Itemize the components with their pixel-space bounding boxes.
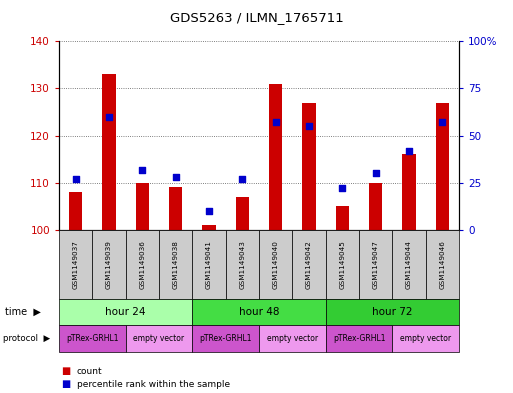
Point bbox=[138, 166, 146, 173]
Bar bbox=[302, 103, 315, 230]
Point bbox=[71, 176, 80, 182]
Bar bbox=[202, 225, 215, 230]
Bar bbox=[336, 206, 349, 230]
Text: pTRex-GRHL1: pTRex-GRHL1 bbox=[200, 334, 252, 343]
Text: GDS5263 / ILMN_1765711: GDS5263 / ILMN_1765711 bbox=[170, 11, 343, 24]
Text: ■: ■ bbox=[62, 379, 71, 389]
Text: time  ▶: time ▶ bbox=[5, 307, 41, 317]
Text: GSM1149046: GSM1149046 bbox=[440, 240, 445, 289]
Text: GSM1149042: GSM1149042 bbox=[306, 240, 312, 289]
Text: empty vector: empty vector bbox=[400, 334, 451, 343]
Bar bbox=[135, 183, 149, 230]
Point bbox=[105, 114, 113, 120]
Text: hour 72: hour 72 bbox=[372, 307, 412, 317]
Point bbox=[171, 174, 180, 180]
Bar bbox=[103, 74, 115, 230]
Bar bbox=[269, 84, 282, 230]
Point bbox=[338, 185, 346, 191]
Text: GSM1149043: GSM1149043 bbox=[240, 240, 245, 289]
Bar bbox=[436, 103, 449, 230]
Text: GSM1149047: GSM1149047 bbox=[373, 240, 379, 289]
Bar bbox=[69, 192, 82, 230]
Text: GSM1149040: GSM1149040 bbox=[273, 240, 279, 289]
Text: hour 24: hour 24 bbox=[106, 307, 146, 317]
Text: empty vector: empty vector bbox=[267, 334, 318, 343]
Point bbox=[305, 123, 313, 129]
Bar bbox=[169, 187, 182, 230]
Point bbox=[205, 208, 213, 214]
Text: GSM1149038: GSM1149038 bbox=[173, 240, 179, 289]
Text: GSM1149041: GSM1149041 bbox=[206, 240, 212, 289]
Text: GSM1149037: GSM1149037 bbox=[73, 240, 78, 289]
Bar bbox=[402, 154, 416, 230]
Point bbox=[405, 147, 413, 154]
Text: pTRex-GRHL1: pTRex-GRHL1 bbox=[333, 334, 385, 343]
Text: empty vector: empty vector bbox=[133, 334, 185, 343]
Text: count: count bbox=[77, 367, 103, 376]
Text: GSM1149039: GSM1149039 bbox=[106, 240, 112, 289]
Point bbox=[238, 176, 246, 182]
Text: protocol  ▶: protocol ▶ bbox=[3, 334, 50, 343]
Text: GSM1149045: GSM1149045 bbox=[340, 240, 345, 289]
Bar bbox=[235, 197, 249, 230]
Text: percentile rank within the sample: percentile rank within the sample bbox=[77, 380, 230, 389]
Text: ■: ■ bbox=[62, 366, 71, 376]
Point bbox=[371, 170, 380, 176]
Text: GSM1149036: GSM1149036 bbox=[140, 240, 145, 289]
Bar bbox=[369, 183, 382, 230]
Text: GSM1149044: GSM1149044 bbox=[406, 240, 412, 289]
Point bbox=[271, 119, 280, 125]
Text: hour 48: hour 48 bbox=[239, 307, 279, 317]
Text: pTRex-GRHL1: pTRex-GRHL1 bbox=[66, 334, 119, 343]
Point bbox=[438, 119, 446, 125]
